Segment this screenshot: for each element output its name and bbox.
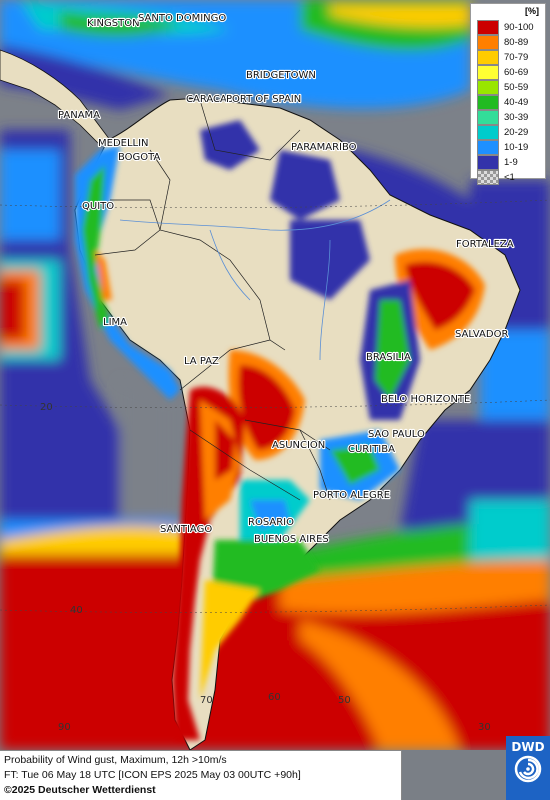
legend-row: <1 [471,170,545,185]
lon-label-70: 70 [200,695,213,706]
city-label-panama: PANAMA [58,110,100,121]
forecast-time: FT: Tue 06 May 18 UTC [ICON EPS 2025 May… [4,769,301,781]
city-label-buenos-aires: BUENOS AIRES [254,534,329,545]
legend-label: 10-19 [504,142,529,153]
city-label-belo-horizonte: BELO HORIZONTE [381,394,470,405]
city-label-sao-paulo: SAO PAULO [368,429,425,440]
city-label-port-of-spain: PORT OF SPAIN [226,94,301,105]
legend-swatch [477,140,499,155]
lon-label-90: 90 [58,722,71,733]
dwd-logo-text: DWD [511,740,545,754]
legend-row: 30-39 [471,110,545,125]
lat-label-40: 40 [70,605,83,616]
city-label-brasilia: BRASILIA [366,352,411,363]
city-label-kingston: KINGSTON [87,18,140,29]
product-title: Probability of Wind gust, Maximum, 12h >… [4,754,227,766]
legend-swatch [477,35,499,50]
legend-label: 80-89 [504,37,529,48]
city-label-rosario: ROSARIO [248,517,294,528]
city-label-asuncion: ASUNCION [272,440,325,451]
legend-row: 70-79 [471,50,545,65]
lon-label-30: 30 [478,722,491,733]
legend-swatch [477,170,499,185]
city-label-lima: LIMA [103,317,127,328]
city-label-quito: QUITO [82,201,114,212]
city-label-bridgetown: BRIDGETOWN [246,70,316,81]
city-label-santiago: SANTIAGO [160,524,212,535]
legend-label: 60-69 [504,67,529,78]
lon-label-60: 60 [268,692,281,703]
city-label-caracas: CARACAS [186,94,233,105]
legend: [%] 90-100 80-89 70-79 60-69 50-59 40-49 30-39… [470,3,546,185]
city-label-salvador: SALVADOR [455,329,508,340]
city-label-curitiba: CURITIBA [348,444,395,455]
city-label-bogota: BOGOTA [118,152,161,163]
city-label-medellin: MEDELLIN [98,138,149,149]
legend-label: 50-59 [504,82,529,93]
legend-unit: [%] [525,6,539,16]
lat-label-20: 20 [40,402,53,413]
dwd-logo: DWD [506,736,550,800]
city-label-santo-domingo: SANTO DOMINGO [138,13,226,24]
legend-row: 60-69 [471,65,545,80]
city-label-fortaleza: FORTALEZA [456,239,514,250]
legend-swatch [477,20,499,35]
legend-label: <1 [504,172,515,183]
legend-swatch [477,95,499,110]
legend-row: 10-19 [471,140,545,155]
legend-label: 30-39 [504,112,529,123]
lon-label-50: 50 [338,695,351,706]
legend-row: 40-49 [471,95,545,110]
legend-label: 20-29 [504,127,529,138]
legend-row: 80-89 [471,35,545,50]
legend-swatch [477,50,499,65]
footer: Probability of Wind gust, Maximum, 12h >… [0,750,402,800]
legend-row: 90-100 [471,20,545,35]
legend-swatch [477,125,499,140]
city-label-paramaribo: PARAMARIBO [291,142,357,153]
legend-label: 70-79 [504,52,529,63]
legend-row: 1-9 [471,155,545,170]
legend-swatch [477,80,499,95]
legend-label: 90-100 [504,22,534,33]
wind-gust-probability-map: 20 40 90 70 60 50 30 KINGSTON SANTO DOMI… [0,0,550,750]
city-label-porto-alegre: PORTO ALEGRE [313,490,390,501]
dwd-swirl-icon [514,755,542,783]
legend-label: 1-9 [504,157,518,168]
city-label-la-paz: LA PAZ [184,356,219,367]
legend-row: 50-59 [471,80,545,95]
legend-row: 20-29 [471,125,545,140]
legend-label: 40-49 [504,97,529,108]
legend-swatch [477,65,499,80]
legend-swatch [477,110,499,125]
legend-swatch [477,155,499,170]
copyright: ©2025 Deutscher Wetterdienst [4,784,156,796]
